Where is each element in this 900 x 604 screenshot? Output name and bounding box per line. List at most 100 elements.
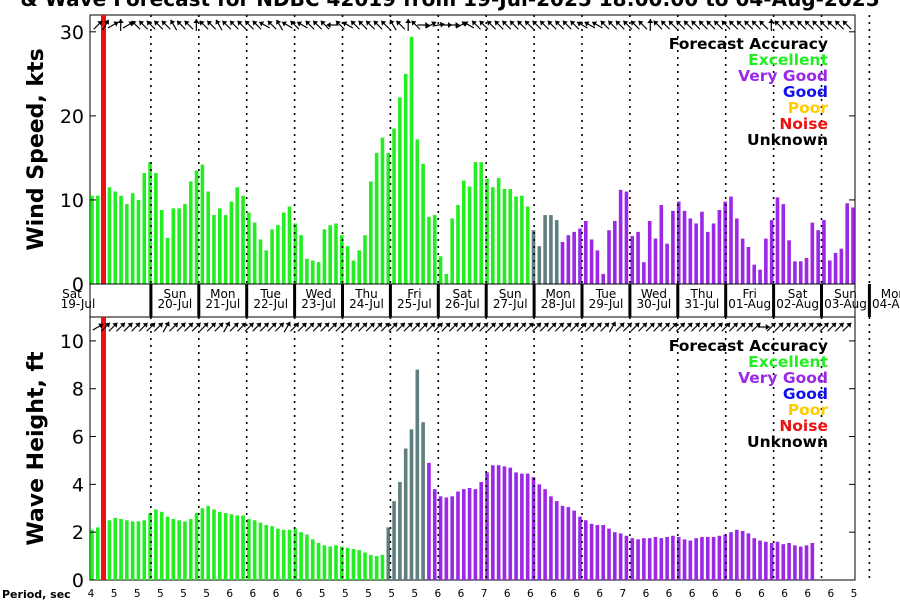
wind-speed-bar <box>113 191 118 284</box>
wind-speed-ytick-label: 30 <box>60 22 84 44</box>
wave-height-bar <box>525 473 530 580</box>
period-value: 6 <box>273 588 280 600</box>
wind-speed-bar <box>148 162 152 284</box>
wave-height-bar <box>247 519 251 580</box>
wave-height-direction-arrow <box>252 322 262 332</box>
wind-speed-bar <box>804 257 809 284</box>
wave-height-direction-arrow <box>411 322 421 332</box>
wave-height-direction-arrow <box>509 322 519 332</box>
period-value: 6 <box>643 588 650 600</box>
wind-speed-ytick-label: 20 <box>60 106 84 128</box>
wave-height-bar <box>461 489 466 580</box>
wind-speed-direction-arrow <box>768 19 775 31</box>
wind-speed-bar <box>223 215 228 284</box>
wind-speed-bar <box>711 223 716 284</box>
wave-height-bar <box>90 529 94 580</box>
period-value: 6 <box>689 588 696 600</box>
wave-height-direction-arrow <box>343 322 353 332</box>
period-value: 7 <box>619 588 626 600</box>
period-value: 5 <box>111 588 118 600</box>
wave-height-direction-arrow <box>781 322 792 332</box>
wind-speed-panel: 0 10 20 30 Wind Speed, kts Forecast AccuracyE… <box>24 14 871 296</box>
wave-height-direction-arrow <box>834 322 845 332</box>
date-label: 22-Jul <box>253 297 288 311</box>
day-of-week-label: Thu <box>354 287 378 301</box>
wind-speed-bar <box>589 239 594 284</box>
wind-speed-direction-arrow <box>117 19 124 31</box>
wind-speed-direction-arrow <box>193 19 200 31</box>
wind-speed-direction-arrow <box>425 21 437 29</box>
day-of-week-label: Sun <box>163 287 186 301</box>
wave-height-bar <box>665 536 669 580</box>
wind-speed-direction-arrow <box>569 20 580 30</box>
wave-height-bar <box>572 510 576 580</box>
day-separator <box>149 284 153 317</box>
wave-height-ytick-label: 6 <box>72 427 84 449</box>
wind-speed-bar <box>793 261 797 284</box>
wave-height-bar <box>258 522 263 580</box>
wind-speed-bar <box>450 218 454 284</box>
wind-speed-bar <box>130 193 135 284</box>
wave-height-direction-arrow <box>471 322 481 332</box>
wave-height-direction-arrow <box>283 321 291 333</box>
wave-height-bar <box>206 505 210 580</box>
wave-height-plot-area <box>89 316 856 581</box>
wave-height-direction-arrow <box>630 322 640 332</box>
wave-height-direction-arrow <box>100 322 111 332</box>
wave-height-legend-title: Forecast Accuracy <box>669 337 828 355</box>
wind-speed-direction-arrow <box>350 20 360 30</box>
wind-speed-direction-arrow <box>463 21 475 29</box>
wave-height-current-time-line <box>101 317 106 580</box>
wind-speed-bar <box>682 210 687 284</box>
wave-height-bar <box>543 489 547 580</box>
wind-speed-bar <box>299 235 303 284</box>
wave-height-bar <box>380 554 385 580</box>
wind-speed-bar <box>665 243 669 284</box>
day-of-week-label: Sat <box>788 287 808 301</box>
wave-height-bar <box>148 513 152 580</box>
day-of-week-label: Thu <box>690 287 714 301</box>
wave-height-bar <box>740 530 745 580</box>
wind-speed-bar <box>334 223 338 284</box>
wind-speed-direction-arrow <box>471 20 481 30</box>
wind-speed-legend-item: Poor <box>788 99 829 117</box>
wave-height-bar <box>200 508 205 580</box>
date-label: 27-Jul <box>493 297 528 311</box>
wave-height-bar <box>514 472 518 580</box>
period-value: 6 <box>296 588 303 600</box>
wave-height-direction-arrow <box>358 322 368 332</box>
wave-height-direction-arrow <box>713 322 724 332</box>
wind-speed-bar <box>188 181 193 284</box>
wave-height-direction-arrow <box>191 322 202 332</box>
period-value: 6 <box>504 588 511 600</box>
wind-speed-direction-arrow <box>691 20 701 30</box>
wave-height-bar <box>467 487 472 580</box>
wave-height-direction-arrow <box>138 322 149 332</box>
wind-speed-bar <box>845 203 849 284</box>
wind-speed-bar <box>125 204 129 284</box>
date-label: 25-Jul <box>397 297 432 311</box>
wind-speed-bar <box>398 97 402 284</box>
wave-height-direction-arrow <box>327 322 338 332</box>
wave-height-bar <box>438 496 443 580</box>
wave-height-bar <box>218 511 222 580</box>
wind-speed-bar <box>723 201 727 284</box>
wind-speed-bar <box>740 238 745 284</box>
wind-speed-bar <box>630 236 635 284</box>
wave-height-direction-arrow <box>660 322 671 332</box>
wave-height-ylabel: Wave Height, ft <box>24 351 49 546</box>
wave-height-bar <box>491 465 495 580</box>
wind-speed-direction-arrow <box>759 20 769 30</box>
wind-speed-direction-arrow <box>199 20 209 30</box>
wave-height-direction-arrow <box>743 322 754 332</box>
wave-height-direction-arrow <box>297 322 307 332</box>
wave-height-direction-arrow <box>206 322 217 332</box>
wave-height-bar <box>682 539 687 580</box>
wave-height-bar <box>229 514 234 580</box>
date-label: 04-Aug <box>872 297 900 311</box>
wind-speed-bar <box>438 256 443 284</box>
wind-speed-bar <box>485 178 489 284</box>
wave-height-direction-arrow <box>827 322 837 332</box>
wind-speed-direction-arrow <box>600 20 610 30</box>
